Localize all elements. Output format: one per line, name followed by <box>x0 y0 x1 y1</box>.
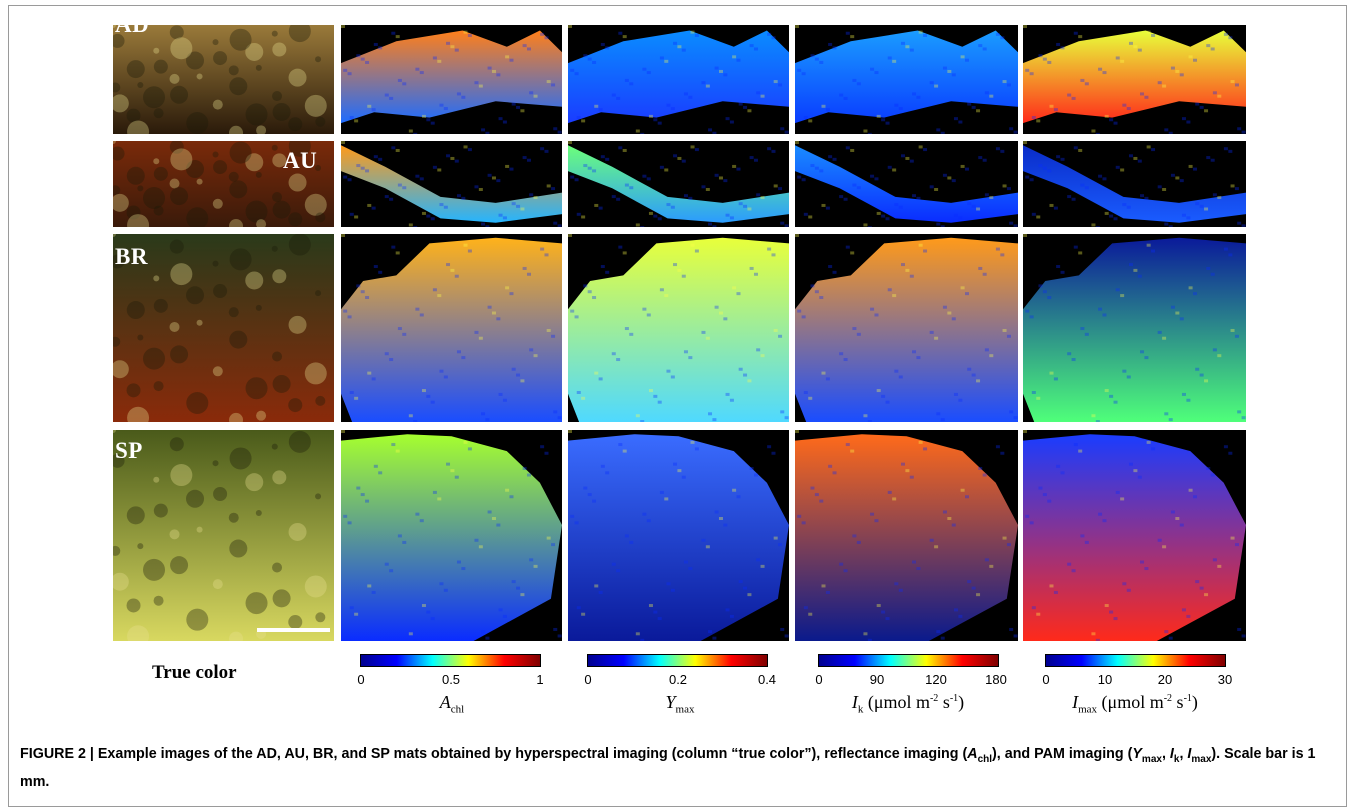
true-color-image <box>113 234 334 422</box>
achl-tick-2: 1 <box>536 672 544 687</box>
colorbar-imax <box>1045 654 1226 667</box>
ymax-tick-2: 0.4 <box>757 672 777 687</box>
achl-tick-0: 0 <box>357 672 365 687</box>
achl-axis-label: Achl <box>439 692 465 716</box>
ymax-tick-0: 0 <box>584 672 592 687</box>
map-image <box>341 25 562 134</box>
map-image <box>341 234 562 422</box>
ik-tick-0: 0 <box>815 672 823 687</box>
row-label-sp: SP <box>115 438 143 463</box>
map-image <box>795 234 1018 422</box>
map-image <box>568 25 789 134</box>
map-image <box>1023 25 1246 134</box>
map-image <box>1023 234 1246 422</box>
ik-tick-1: 90 <box>869 672 885 687</box>
imax-tick-1: 10 <box>1097 672 1113 687</box>
map-image <box>1023 430 1246 641</box>
map-image <box>568 430 789 641</box>
map-image <box>795 141 1018 227</box>
figure-frame <box>8 5 1347 807</box>
figure-caption: FIGURE 2 | Example images of the AD, AU,… <box>20 746 1316 790</box>
true-color-label: True color <box>152 662 237 683</box>
map-image <box>1023 141 1246 227</box>
ik-tick-3: 180 <box>985 672 1007 687</box>
true-color-image <box>113 25 334 134</box>
ymax-tick-1: 0.2 <box>668 672 688 687</box>
colorbar-ymax <box>587 654 768 667</box>
scale-bar <box>257 628 330 632</box>
imax-tick-0: 0 <box>1042 672 1050 687</box>
imax-tick-2: 20 <box>1157 672 1173 687</box>
achl-tick-1: 0.5 <box>441 672 461 687</box>
ik-tick-2: 120 <box>925 672 947 687</box>
colorbar-ik <box>818 654 999 667</box>
map-image <box>341 430 562 641</box>
imax-axis-label: Imax (μmol m-2 s-1) <box>1072 692 1198 716</box>
map-image <box>795 430 1018 641</box>
true-color-image <box>113 430 334 641</box>
map-image <box>341 141 562 227</box>
row-label-ad: AD <box>115 12 150 37</box>
ik-axis-label: Ik (μmol m-2 s-1) <box>851 692 965 716</box>
colorbar-achl <box>360 654 541 667</box>
row-label-au: AU <box>283 148 318 173</box>
map-image <box>795 25 1018 134</box>
ymax-axis-label: Ymax <box>665 692 695 716</box>
true-color-image <box>113 141 334 227</box>
row-label-br: BR <box>115 244 148 269</box>
imax-tick-3: 30 <box>1217 672 1233 687</box>
map-image <box>568 141 789 227</box>
map-image <box>568 234 789 422</box>
